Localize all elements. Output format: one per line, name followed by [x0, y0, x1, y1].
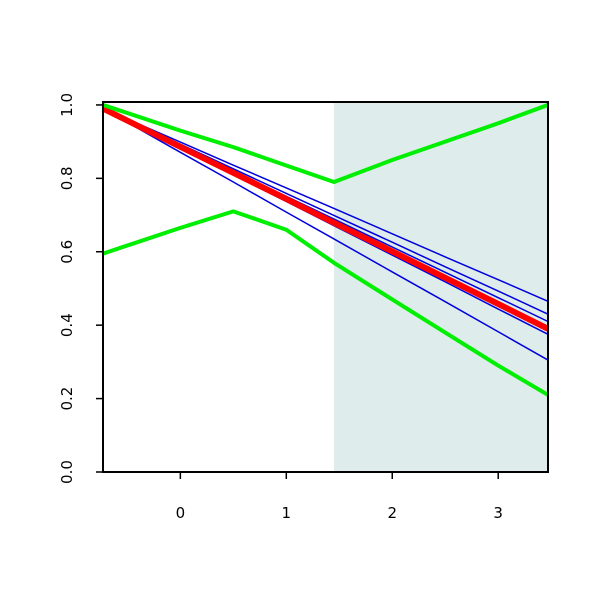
series-line: [101, 105, 550, 332]
y-tick-label: 0.2: [58, 387, 76, 411]
x-tick-label: 3: [493, 504, 503, 522]
y-tick-label: 0.4: [58, 313, 76, 337]
series-line: [102, 209, 550, 397]
plot-frame: [102, 101, 549, 473]
y-tick-label: 1.0: [58, 93, 76, 117]
x-tick-label: 2: [387, 504, 397, 522]
series-line: [102, 107, 549, 303]
series-line: [102, 103, 549, 185]
y-tick-label: 0.0: [58, 460, 76, 484]
x-tick-label: 0: [176, 504, 186, 522]
y-tick-label: 0.8: [58, 166, 76, 190]
series-line: [102, 107, 549, 361]
x-tick-label: 1: [282, 504, 292, 522]
y-tick-label: 0.6: [58, 240, 76, 264]
